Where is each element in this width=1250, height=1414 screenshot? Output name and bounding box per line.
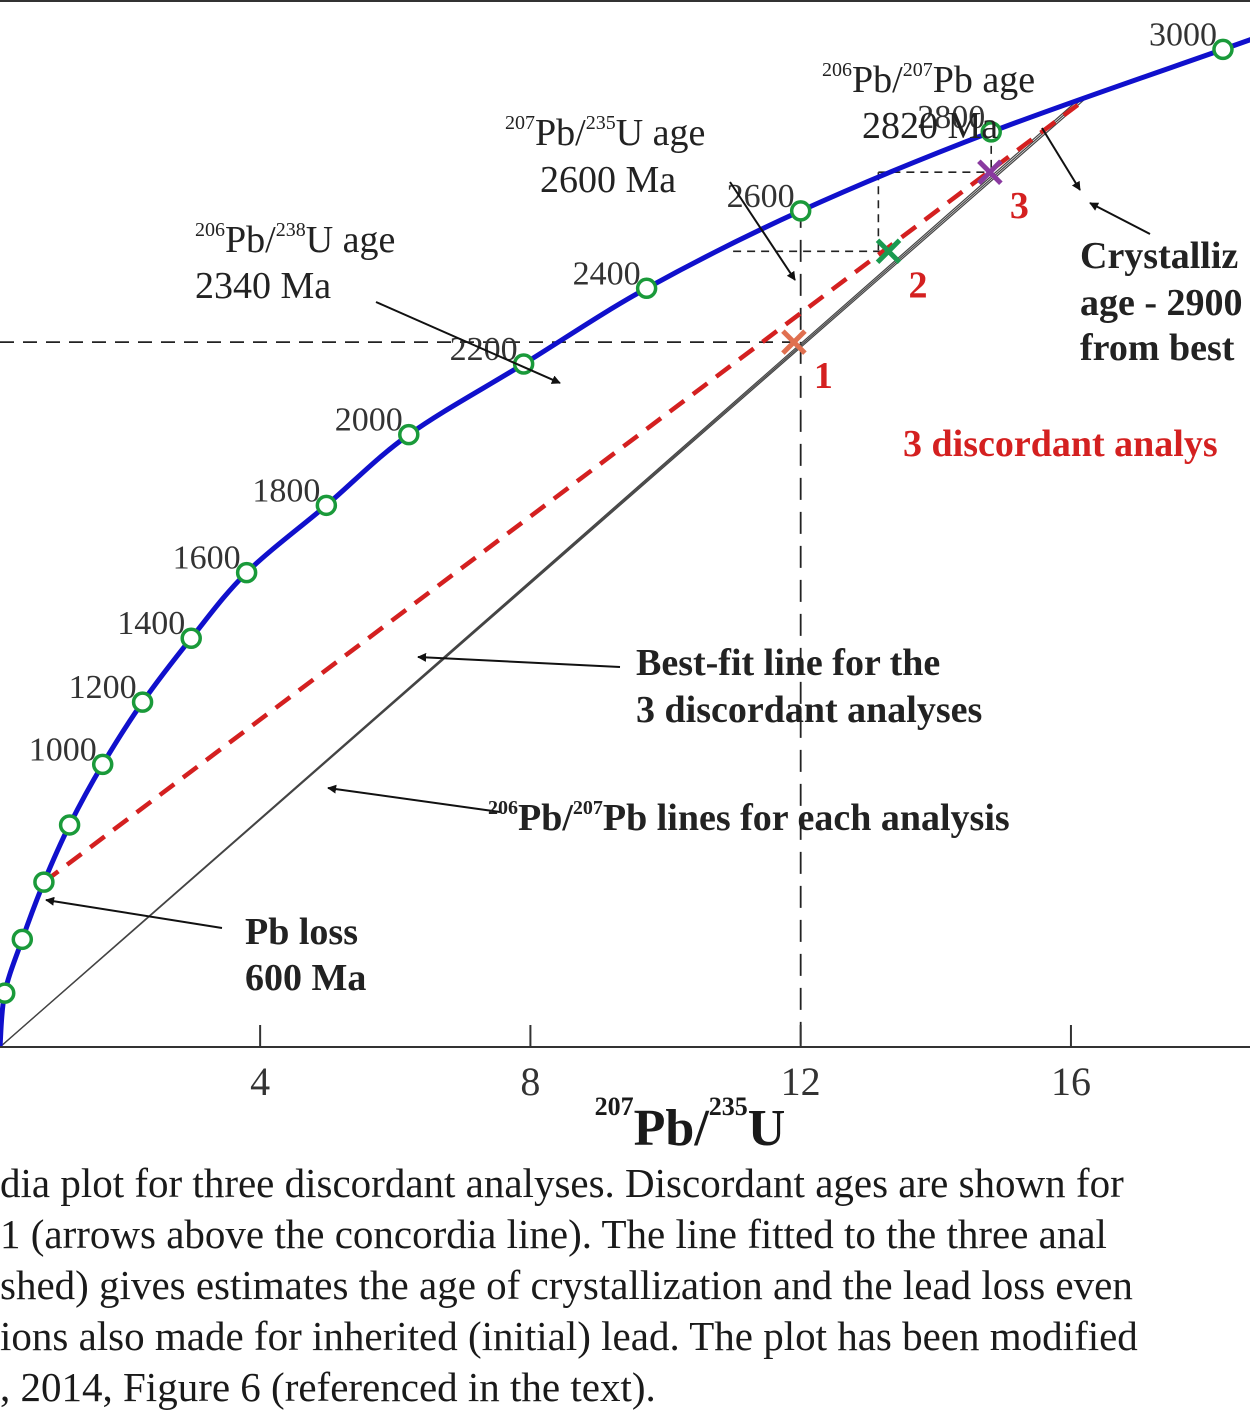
crystallization-line-2: age - 2900 [1080, 282, 1243, 324]
caption-line-4: ions also made for inherited (initial) l… [0, 1313, 1138, 1359]
pb206-207-age-value: 2820 Ma [862, 105, 998, 147]
discordant-point-marker [875, 238, 902, 265]
discordant-points: 1 2 3 [781, 159, 1029, 397]
pb-isochron-line [0, 96, 1089, 1048]
discordant-point-label: 3 [1010, 185, 1029, 227]
concordia-age-label: 2000 [335, 402, 403, 439]
x-axis: 4 8 12 16 [0, 1025, 1250, 1104]
concordia-age-label: 2600 [727, 178, 795, 215]
arrow-pb206-207 [1041, 127, 1081, 191]
concordia-age-label: 2800 [917, 99, 985, 136]
discordant-point-marker [781, 329, 807, 355]
arrow-pb207-235 [729, 181, 796, 281]
concordia-age-marker [180, 627, 202, 649]
discordant-point-label: 2 [909, 264, 928, 306]
arrow-pb-lines [327, 784, 501, 813]
concordia-age-markers: 1000120014001600180020002200240026002800… [0, 16, 1234, 1004]
concordia-age-marker [91, 753, 114, 776]
arrow-pb206-238 [375, 301, 561, 384]
concordia-age-marker [398, 423, 420, 446]
concordia-age-marker [980, 121, 1002, 143]
best-fit-label: Best-fit line for the 3 discordant analy… [636, 642, 982, 731]
arrow-pb-loss [45, 896, 223, 929]
x-axis-tick-label: 4 [250, 1059, 270, 1104]
concordia-age-marker [235, 561, 258, 584]
crystallization-line-3: from best [1080, 327, 1235, 369]
concordia-age-label: 1600 [173, 540, 241, 577]
concordia-age-marker [1212, 38, 1234, 61]
concordia-age-label: 3000 [1149, 16, 1217, 53]
crystallization-line-1: Crystalliz [1080, 235, 1238, 277]
concordia-chart: 1000120014001600180020002200240026002800… [0, 0, 1250, 1150]
best-fit-line-1: Best-fit line for the [636, 642, 940, 684]
caption-line-2: 1 (arrows above the concordia line). The… [0, 1211, 1107, 1257]
pb-loss-line-1: Pb loss [245, 911, 358, 953]
caption-line-5: , 2014, Figure 6 (referenced in the text… [0, 1364, 656, 1410]
concordia-age-marker [33, 871, 55, 893]
concordia-age-label: 1800 [252, 472, 320, 509]
reference-guides [0, 131, 993, 1047]
arrow-best-fit [417, 652, 621, 668]
caption-line-3: shed) gives estimates the age of crystal… [0, 1262, 1133, 1308]
concordia-line [0, 37, 1250, 1048]
pb207-235-age-label: 207Pb/235U age [505, 112, 705, 154]
concordia-age-marker [58, 814, 81, 836]
arrow-crystallization [1089, 202, 1151, 235]
concordia-age-label: 1200 [69, 669, 137, 706]
concordia-age-label: 2400 [573, 255, 641, 292]
concordia-age-marker [131, 691, 154, 713]
best-fit-dashed-line [42, 103, 1080, 884]
pb-lines-label: 206Pb/207Pb lines for each analysis [488, 797, 1010, 839]
discordant-point-marker [977, 159, 1003, 185]
crystallization-age-label: Crystalliz age - 2900 from best [1080, 235, 1243, 369]
pb-loss-line-2: 600 Ma [245, 957, 366, 999]
discordant-analyses-label: 3 discordant analys [903, 423, 1218, 465]
x-axis-tick-label: 8 [520, 1059, 540, 1104]
x-axis-label: 207Pb/235U [595, 1092, 786, 1150]
pb206-238-age-value: 2340 Ma [195, 265, 331, 307]
x-axis-tick-label: 12 [781, 1059, 821, 1104]
x-axis-tick-label: 16 [1051, 1059, 1091, 1104]
concordia-age-marker [635, 277, 658, 300]
concordia-age-marker [11, 928, 34, 951]
concordia-curve [0, 37, 1250, 1048]
concordia-age-marker [315, 494, 338, 517]
pb206-207-age-label: 206Pb/207Pb age [822, 59, 1035, 101]
concordia-age-label: 1400 [117, 605, 185, 642]
concordia-age-marker [0, 982, 16, 1004]
pb206-238-age-label: 206Pb/238U age [195, 219, 395, 261]
best-fit-line [42, 103, 1080, 884]
pb207-pb206-lines [0, 96, 1089, 1048]
best-fit-line-2: 3 discordant analyses [636, 689, 982, 731]
figure-caption: dia plot for three discordant analyses. … [0, 1158, 1250, 1413]
pb-loss-label: Pb loss 600 Ma [245, 911, 366, 999]
concordia-age-label: 1000 [29, 731, 97, 768]
pb207-235-age-value: 2600 Ma [540, 159, 676, 201]
discordant-point-label: 1 [814, 355, 833, 397]
caption-line-1: dia plot for three discordant analyses. … [0, 1160, 1124, 1206]
concordia-age-marker [789, 200, 812, 222]
annotation-arrows [45, 127, 1151, 929]
